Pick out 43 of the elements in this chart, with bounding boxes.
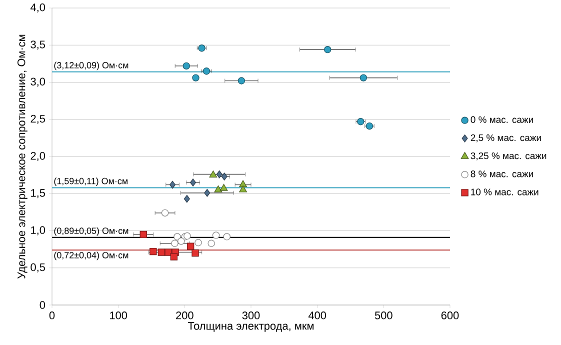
point bbox=[192, 74, 200, 82]
legend-label: 3,25 % мас. сажи bbox=[470, 152, 546, 160]
y-axis-title: Удельное электрическое сопротивление, Ом·см bbox=[17, 34, 28, 279]
x-tick-label: 500 bbox=[374, 312, 392, 320]
legend-label: 8 % мас. сажи bbox=[470, 170, 533, 178]
y-tick-label: 0 bbox=[40, 301, 46, 309]
point bbox=[192, 249, 199, 257]
point bbox=[239, 180, 247, 188]
y-tick-label: 2,5 bbox=[30, 114, 46, 124]
legend-label: 10 % мас. сажи bbox=[471, 188, 538, 196]
point bbox=[214, 185, 222, 192]
x-tick-label: 400 bbox=[308, 312, 326, 320]
point bbox=[170, 253, 178, 260]
ref-line-label: (3,12±0,09) Ом·см bbox=[54, 62, 128, 70]
ref-line-label: (0,89±0,05) Ом·см bbox=[54, 227, 128, 236]
point bbox=[178, 238, 185, 245]
ref-line-label: (1,59±0,11) Ом·см bbox=[54, 178, 128, 186]
point bbox=[239, 185, 247, 192]
x-tick-label: 300 bbox=[242, 312, 260, 320]
point bbox=[158, 248, 166, 256]
x-tick-label: 600 bbox=[441, 312, 459, 320]
point bbox=[184, 194, 190, 203]
point bbox=[220, 184, 228, 191]
y-tick-label: 0,5 bbox=[30, 263, 46, 272]
point bbox=[212, 232, 220, 239]
y-tick-label: 4,0 bbox=[30, 3, 46, 13]
point bbox=[164, 248, 172, 256]
point bbox=[209, 170, 218, 178]
y-tick-label: 1,0 bbox=[31, 226, 46, 236]
legend-label: 0 % мас. сажи bbox=[470, 116, 533, 123]
x-axis-title: Толщина электрода, мкм bbox=[188, 322, 314, 332]
y-tick-label: 3,0 bbox=[30, 78, 46, 87]
legend-label: 2,5 % мас. сажи bbox=[470, 134, 541, 142]
y-tick-label: 2,0 bbox=[30, 152, 46, 162]
point bbox=[223, 233, 230, 240]
y-tick-label: 3,5 bbox=[30, 40, 46, 50]
point bbox=[174, 233, 181, 240]
x-tick-label: 200 bbox=[176, 312, 194, 320]
x-tick-label: 100 bbox=[110, 312, 128, 320]
ref-line-label: (0,72±0,04) Ом·см bbox=[54, 252, 128, 260]
y-tick-label: 1,5 bbox=[31, 189, 46, 198]
point bbox=[184, 232, 191, 240]
x-tick-label: 0 bbox=[49, 312, 55, 320]
